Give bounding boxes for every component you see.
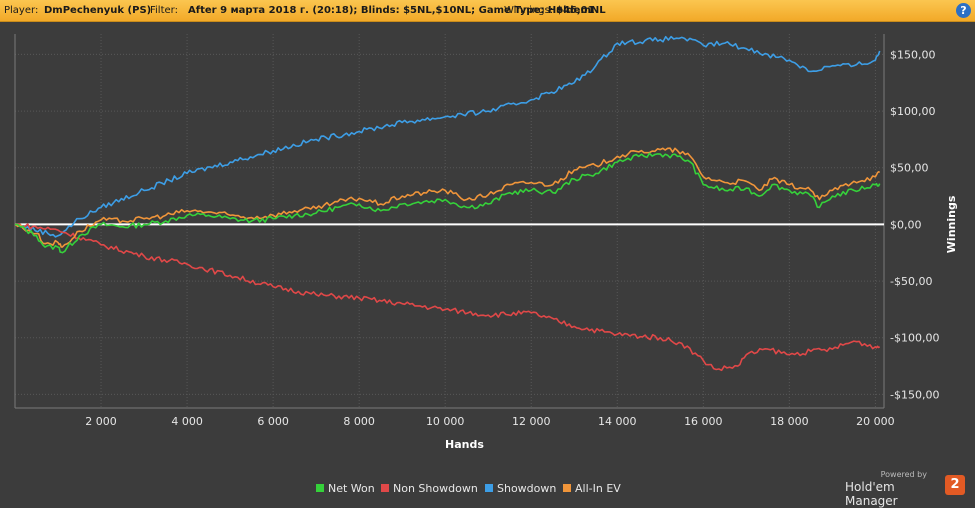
legend-non-showdown[interactable]: Non Showdown (381, 482, 478, 495)
legend-swatch-icon (316, 484, 324, 492)
powered-by-text: Powered by (880, 470, 927, 479)
y-tick-label: -$50,00 (890, 275, 932, 288)
x-tick-label: 20 000 (856, 415, 895, 428)
filter-value: After 9 марта 2018 г. (20:18); Blinds: $… (188, 5, 606, 16)
brand-name: Hold'em Manager (845, 480, 898, 508)
y-tick-label: $50,00 (890, 162, 929, 175)
y-tick-label: $150,00 (890, 48, 936, 61)
x-tick-label: 8 000 (343, 415, 375, 428)
filter-header-bar: Player: DmPechenyuk (PS) Filter: After 9… (0, 0, 975, 22)
help-icon[interactable]: ? (956, 3, 971, 18)
x-tick-label: 10 000 (426, 415, 465, 428)
y-tick-label: $100,00 (890, 105, 936, 118)
player-label: Player: (4, 5, 39, 16)
legend-showdown[interactable]: Showdown (485, 482, 556, 495)
winnings-value: $46,01 (556, 5, 595, 16)
legend-label: All-In EV (575, 482, 621, 495)
player-name: DmPechenyuk (PS) (44, 5, 152, 16)
x-axis-title: Hands (445, 438, 484, 451)
chart-legend: Net Won Non Showdown Showdown All-In EV (0, 482, 975, 498)
hem2-logo-icon: 2 (945, 475, 965, 495)
legend-net-won[interactable]: Net Won (316, 482, 375, 495)
filter-label: Filter: (150, 5, 178, 16)
series-line-net-won (14, 152, 881, 254)
x-tick-label: 6 000 (257, 415, 289, 428)
legend-swatch-icon (563, 484, 571, 492)
legend-all-in-ev[interactable]: All-In EV (563, 482, 621, 495)
legend-swatch-icon (485, 484, 493, 492)
winnings-graph: 2 000 4 000 6 000 8 000 10 000 12 000 14 000 16… (14, 34, 958, 451)
x-tick-label: 12 000 (512, 415, 551, 428)
x-tick-label: 16 000 (684, 415, 723, 428)
series-line-all-in-ev (14, 147, 881, 248)
series-line-showdown (14, 35, 881, 238)
legend-label: Net Won (328, 482, 375, 495)
legend-label: Showdown (497, 482, 557, 495)
y-tick-label: $0,00 (890, 218, 922, 231)
y-tick-label: -$100,00 (890, 332, 939, 345)
winnings-label: Winnings: (504, 5, 554, 16)
x-tick-label: 4 000 (171, 415, 203, 428)
x-tick-label: 18 000 (770, 415, 809, 428)
y-tick-label: -$150,00 (890, 388, 939, 401)
series-line-non-showdown (14, 223, 881, 372)
y-axis-title: Winnings (945, 195, 958, 253)
x-tick-label: 14 000 (598, 415, 637, 428)
legend-swatch-icon (381, 484, 389, 492)
x-tick-label: 2 000 (85, 415, 117, 428)
legend-label: Non Showdown (393, 482, 478, 495)
hem-branding: Powered by Hold'em Manager 2 (845, 470, 965, 508)
